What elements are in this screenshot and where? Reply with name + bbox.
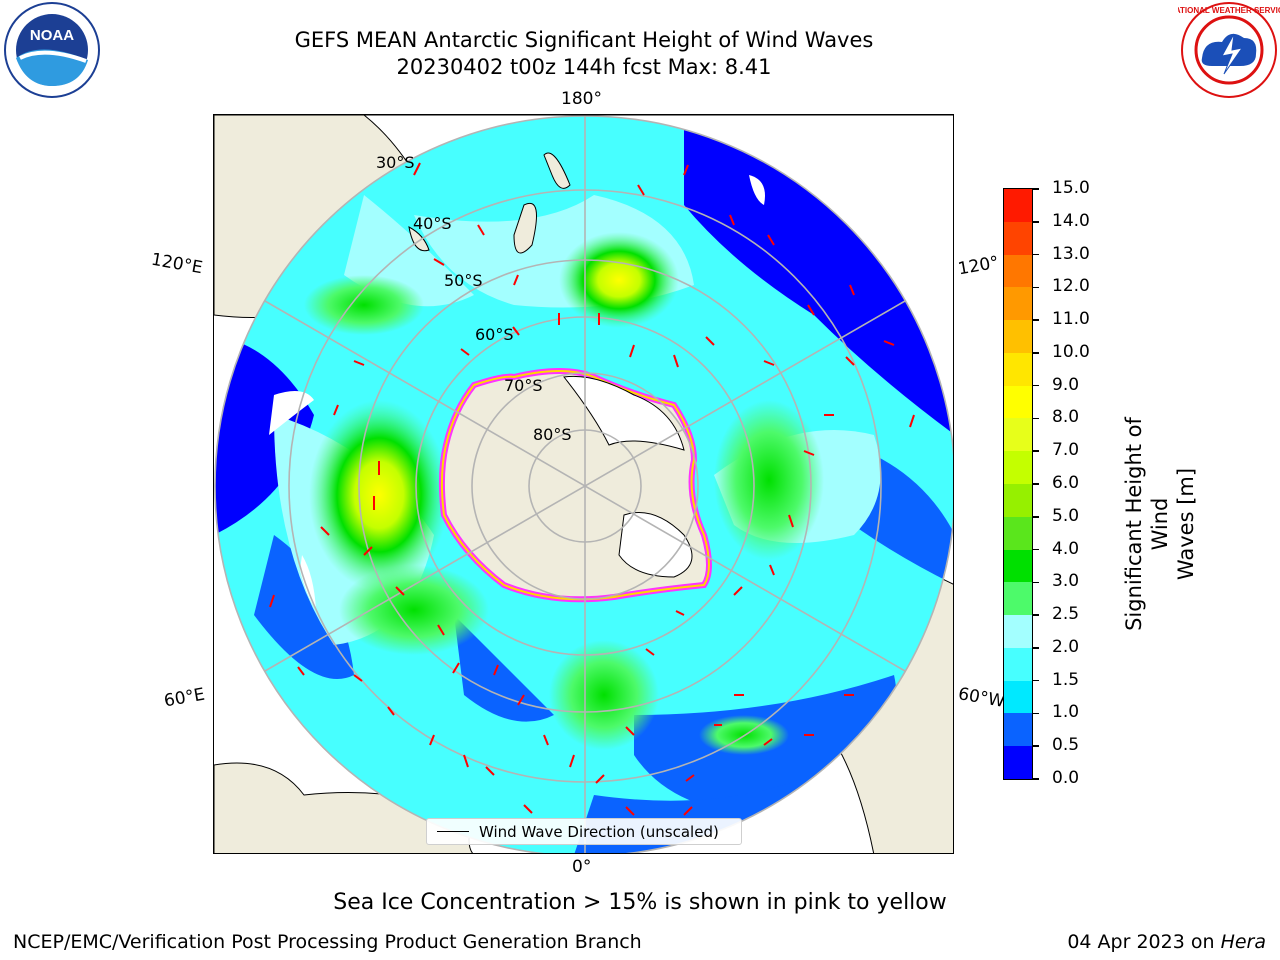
colorbar-tick-label: 8.0 [1052,407,1080,428]
map-canvas [214,115,953,853]
colorbar [1003,188,1033,780]
lon-label-0: 0° [572,857,592,877]
lat-label-40s: 40°S [413,214,452,233]
colorbar-segment [1004,713,1032,747]
lon-label-60w: 60°W [956,684,1007,712]
colorbar-tick-mark [1033,384,1039,387]
colorbar-segment [1004,549,1032,583]
colorbar-tick-label: 2.0 [1052,636,1080,657]
colorbar-segment [1004,451,1032,484]
colorbar-tick-mark [1033,614,1039,616]
lat-label-50s: 50°S [444,271,483,290]
map-legend: Wind Wave Direction (unscaled) [426,818,742,845]
colorbar-tick-mark [1033,450,1039,452]
colorbar-segment [1004,188,1032,222]
colorbar-tick-label: 7.0 [1052,440,1080,461]
colorbar-tick-label: 9.0 [1052,374,1080,395]
colorbar-segment [1004,746,1032,779]
colorbar-tick-label: 11.0 [1052,309,1090,330]
colorbar-segment [1004,254,1032,288]
colorbar-tick-mark [1033,548,1039,551]
colorbar-tick-label: 5.0 [1052,505,1080,526]
colorbar-tick-label: 13.0 [1052,243,1090,264]
colorbar-tick-label: 1.5 [1052,669,1080,690]
colorbar-segment [1004,385,1032,419]
svg-text:NOAA: NOAA [30,27,74,44]
colorbar-tick-mark [1033,221,1039,223]
colorbar-tick-mark [1033,319,1039,321]
lon-label-60e: 60°E [162,684,207,712]
colorbar-tick-label: 15.0 [1052,178,1090,198]
lat-label-30s: 30°S [376,153,415,172]
colorbar-segment [1004,418,1032,452]
colorbar-tick-mark [1033,483,1039,485]
colorbar-tick-mark [1033,647,1039,649]
colorbar-tick-mark [1033,352,1039,354]
antarctic-map [213,114,954,854]
nws-logo: NATIONAL WEATHER SERVICE [1178,2,1280,98]
colorbar-segment [1004,516,1032,550]
colorbar-tick-label: 6.0 [1052,473,1080,493]
colorbar-segment [1004,352,1032,386]
lon-label-120e: 120°E [149,249,205,279]
lat-label-80s: 80°S [533,425,572,444]
sea-ice-note: Sea Ice Concentration > 15% is shown in … [333,890,947,915]
colorbar-segment [1004,483,1032,517]
colorbar-tick-label: 1.0 [1052,702,1080,723]
colorbar-tick-mark [1033,581,1039,584]
colorbar-tick-mark [1033,286,1039,289]
lat-label-60s: 60°S [475,325,514,344]
colorbar-segment [1004,680,1032,714]
colorbar-segment [1004,647,1032,681]
colorbar-tick-label: 14.0 [1052,210,1090,231]
lon-label-120w: 120° [956,252,1001,280]
colorbar-tick-label: 3.0 [1052,571,1080,592]
colorbar-tick-mark [1033,417,1039,420]
map-title: GEFS MEAN Antarctic Significant Height o… [294,28,874,52]
colorbar-tick-mark [1033,253,1039,256]
footer-branch: NCEP/EMC/Verification Post Processing Pr… [13,931,642,953]
colorbar-tick-label: 4.0 [1052,538,1080,559]
colorbar-tick-label: 0.5 [1052,735,1080,756]
lat-label-70s: 70°S [504,376,543,395]
colorbar-tick-label: 0.0 [1052,768,1080,788]
colorbar-tick-mark [1033,745,1039,747]
colorbar-tick-mark [1033,188,1039,190]
colorbar-tick-mark [1033,712,1039,715]
legend-line-icon [437,831,469,832]
colorbar-segment [1004,287,1032,321]
colorbar-segment [1004,582,1032,616]
lon-label-180: 180° [561,89,602,109]
wave-direction-arrows [269,162,915,816]
colorbar-segment [1004,320,1032,353]
noaa-logo: NOAA [4,2,100,98]
colorbar-label: Significant Height of Wind Waves [m] [1122,417,1198,631]
colorbar-segment [1004,221,1032,255]
colorbar-tick-mark [1033,516,1039,518]
colorbar-tick-mark [1033,679,1039,682]
map-subtitle-forecast: 20230402 t00z 144h fcst Max: 8.41 [396,55,772,79]
svg-text:NATIONAL WEATHER SERVICE: NATIONAL WEATHER SERVICE [1178,6,1280,15]
footer-date: 04 Apr 2023 on Hera [1067,931,1266,953]
colorbar-tick-label: 2.5 [1052,604,1080,625]
legend-label: Wind Wave Direction (unscaled) [479,822,719,841]
colorbar-tick-label: 10.0 [1052,341,1090,362]
colorbar-segment [1004,615,1032,648]
colorbar-tick-mark [1033,778,1039,780]
colorbar-tick-label: 12.0 [1052,276,1090,297]
